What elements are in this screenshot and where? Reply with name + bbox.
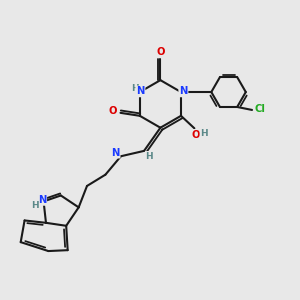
Text: O: O — [109, 106, 117, 116]
Text: H: H — [31, 201, 38, 210]
Text: Cl: Cl — [255, 104, 266, 114]
Text: O: O — [157, 47, 165, 57]
Text: N: N — [38, 195, 46, 205]
Text: O: O — [192, 130, 200, 140]
Text: N: N — [179, 86, 188, 96]
Text: N: N — [111, 148, 120, 158]
Text: H: H — [146, 152, 153, 161]
Text: H: H — [200, 129, 208, 138]
Text: H: H — [130, 84, 138, 93]
Text: N: N — [136, 86, 145, 96]
